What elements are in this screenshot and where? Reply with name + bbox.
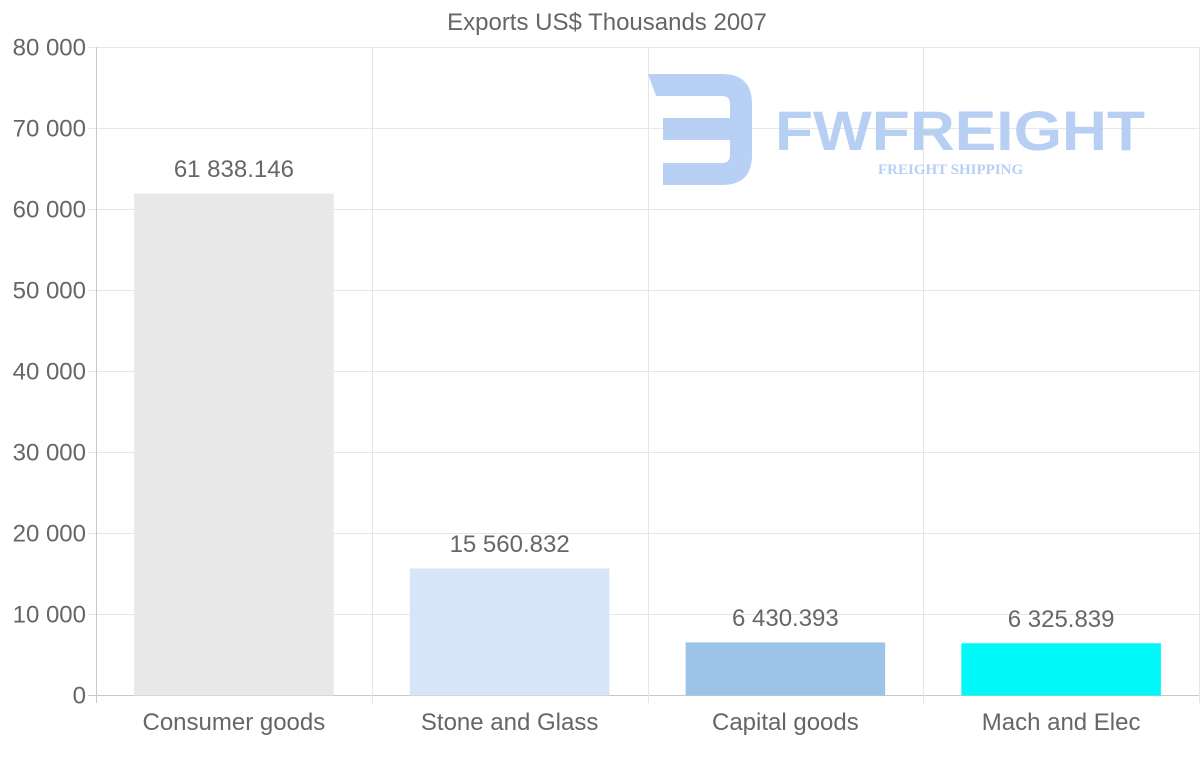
y-tick-label: 10 000 [13,602,86,629]
x-axis: Consumer goods Stone and Glass Capital goo… [142,709,1140,736]
data-label: 6 325.839 [1008,606,1115,633]
y-axis: 0 10 000 20 000 30 000 40 000 50 000 60 000 70 … [13,35,86,710]
data-label: 61 838.146 [174,156,294,183]
y-tick-label: 70 000 [13,116,86,143]
y-tick-label: 60 000 [13,197,86,224]
bar [134,193,334,696]
data-labels: 61 838.146 15 560.832 6 430.393 6 325.839 [174,156,1115,633]
data-label: 15 560.832 [450,531,570,558]
bar [961,643,1161,696]
x-tick-label: Stone and Glass [421,709,598,736]
y-tick-label: 50 000 [13,278,86,305]
y-tick-label: 40 000 [13,359,86,386]
y-tick-label: 30 000 [13,440,86,467]
watermark-brand: FWFREIGHT [775,99,1145,162]
bar [409,568,610,696]
x-tick-label: Consumer goods [142,709,325,736]
fwfreight-logo-icon [648,74,752,185]
bars [134,193,1161,696]
x-tick-label: Capital goods [712,709,859,736]
y-tick-label: 80 000 [13,35,86,62]
bar [685,642,886,696]
x-tick-label: Mach and Elec [982,709,1141,736]
data-label: 6 430.393 [732,605,839,632]
watermark-tagline: FREIGHT SHIPPING [878,162,1023,178]
y-tick-label: 20 000 [13,521,86,548]
y-tick-label: 0 [73,683,86,710]
chart-title: Exports US$ Thousands 2007 [447,9,767,36]
fwfreight-watermark: FWFREIGHT FREIGHT SHIPPING [648,74,1145,185]
